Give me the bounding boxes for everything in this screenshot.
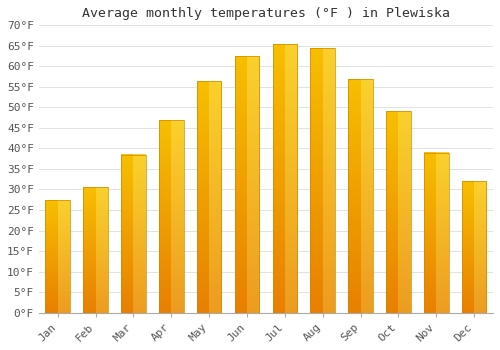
Bar [121, 155, 146, 313]
Bar [197, 81, 222, 313]
Bar [462, 181, 486, 313]
Bar [348, 79, 373, 313]
Bar [234, 56, 260, 313]
Bar [310, 48, 335, 313]
Bar [84, 188, 108, 313]
Title: Average monthly temperatures (°F ) in Plewiska: Average monthly temperatures (°F ) in Pl… [82, 7, 450, 20]
Bar [386, 112, 410, 313]
Bar [46, 200, 70, 313]
Bar [424, 153, 448, 313]
Bar [272, 44, 297, 313]
Bar [159, 120, 184, 313]
